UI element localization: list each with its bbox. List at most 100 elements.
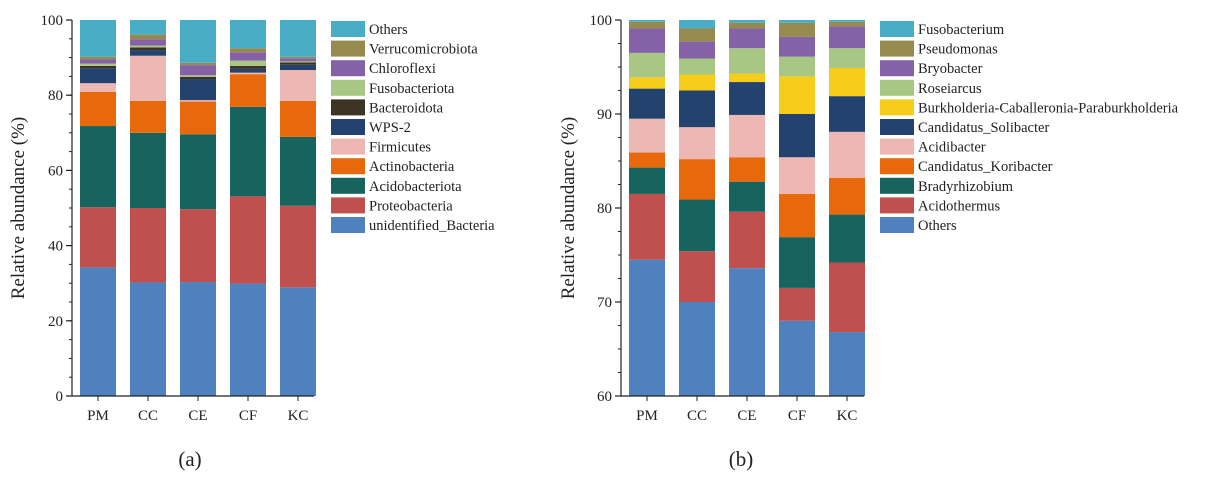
- bar-PM-Bryobacter: [629, 28, 665, 53]
- bar-CF-Candidatus_Koribacter: [779, 193, 815, 238]
- bar-CE-Acidobacteriota: [180, 134, 216, 210]
- panel-label: (a): [178, 447, 201, 471]
- legend-swatch-Fusobacteriota: [331, 79, 365, 96]
- bar-CE-Bryobacter: [729, 28, 765, 49]
- y-tick-label-100: 100: [590, 13, 613, 29]
- bar-PM-Chloroflexi: [80, 59, 116, 64]
- legend-swatch-Burkholderia-Caballeronia-Paraburkholderia: [880, 99, 914, 116]
- bar-CC-Fusobacterium: [679, 20, 715, 29]
- y-axis-title: Relative abundance (%): [558, 117, 579, 300]
- bar-CF-Pseudomonas: [779, 22, 815, 37]
- bar-CE-Actinobacteria: [180, 101, 216, 135]
- bar-CF-Fusobacterium: [779, 20, 815, 23]
- bar-CE-Bacteroidota: [180, 76, 216, 80]
- bar-CC-Roseiarcus: [679, 58, 715, 75]
- bar-CC-WPS-2: [130, 50, 166, 56]
- legend-label-unidentified_Bacteria: unidentified_Bacteria: [369, 218, 495, 234]
- bar-CF-Roseiarcus: [779, 56, 815, 77]
- bar-CF-Bryobacter: [779, 36, 815, 57]
- bar-CE-unidentified_Bacteria: [180, 282, 216, 396]
- legend-swatch-Bradyrhizobium: [880, 177, 914, 194]
- x-tick-label-CE: CE: [188, 408, 207, 424]
- bar-CC-Verrucomicrobiota: [130, 34, 166, 40]
- bar-CC-Bryobacter: [679, 41, 715, 59]
- bar-CE-Roseiarcus: [729, 48, 765, 74]
- bar-KC-Pseudomonas: [829, 21, 865, 27]
- bar-PM-Actinobacteria: [80, 91, 116, 127]
- bar-CF-Actinobacteria: [230, 74, 266, 107]
- bar-CE-Verrucomicrobiota: [180, 62, 216, 66]
- legend-swatch-Acidothermus: [880, 197, 914, 214]
- legend-swatch-Chloroflexi: [331, 60, 365, 77]
- x-tick-label-PM: PM: [87, 408, 109, 424]
- bar-PM-Pseudomonas: [629, 21, 665, 29]
- y-tick-label-40: 40: [48, 239, 63, 255]
- bar-CC-Actinobacteria: [130, 100, 166, 133]
- bar-KC-unidentified_Bacteria: [280, 287, 316, 396]
- bar-KC-Firmicutes: [280, 70, 316, 101]
- bar-PM-Fusobacteriota: [80, 63, 116, 66]
- legend-swatch-unidentified_Bacteria: [331, 217, 365, 233]
- legend-swatch-Pseudomonas: [880, 40, 914, 57]
- legend-label-Roseiarcus: Roseiarcus: [918, 81, 982, 97]
- y-axis-title: Relative abundance (%): [8, 117, 29, 300]
- bar-PM-Candidatus_Koribacter: [629, 152, 665, 168]
- bar-KC-Bryobacter: [829, 26, 865, 49]
- bar-PM-Proteobacteria: [80, 207, 116, 268]
- bar-CF-Acidobacteriota: [230, 106, 266, 197]
- bar-CE-Proteobacteria: [180, 209, 216, 283]
- bar-KC-Chloroflexi: [280, 58, 316, 62]
- legend-swatch-Roseiarcus: [880, 79, 914, 96]
- bar-PM-Burkholderia-Caballeronia-Paraburkholderia: [629, 77, 665, 89]
- panel-label: (b): [729, 447, 754, 471]
- legend-label-Actinobacteria: Actinobacteria: [369, 159, 455, 175]
- bar-CC-Pseudomonas: [679, 28, 715, 42]
- bar-CE-Candidatus_Solibacter: [729, 82, 765, 115]
- x-tick-label-KC: KC: [837, 408, 858, 424]
- legend-label-Proteobacteria: Proteobacteria: [369, 198, 453, 214]
- bar-CF-Fusobacteriota: [230, 60, 266, 66]
- legend-label-Acidothermus: Acidothermus: [918, 198, 1001, 214]
- bar-CF-Bacteroidota: [230, 65, 266, 69]
- y-tick-label-0: 0: [56, 389, 64, 405]
- bar-CF-Others: [779, 320, 815, 396]
- legend-swatch-Actinobacteria: [331, 158, 365, 175]
- bar-CE-Others: [180, 20, 216, 63]
- legend-label-Fusobacteriota: Fusobacteriota: [369, 81, 455, 97]
- legend: Fusobacterium Pseudomonas Bryobacter Roseia…: [880, 21, 1179, 234]
- bar-KC-Others: [280, 20, 316, 57]
- bar-CE-Burkholderia-Caballeronia-Paraburkholderia: [729, 73, 765, 83]
- bar-PM-Candidatus_Solibacter: [629, 88, 665, 119]
- bar-CF-Acidibacter: [779, 157, 815, 194]
- bar-KC-Acidibacter: [829, 131, 865, 178]
- legend-swatch-Fusobacterium: [880, 21, 914, 37]
- bar-CF-WPS-2: [230, 68, 266, 73]
- legend-label-Acidobacteriota: Acidobacteriota: [369, 179, 462, 195]
- bar-KC-Acidothermus: [829, 262, 865, 333]
- bar-CE-Bradyrhizobium: [729, 181, 765, 212]
- bar-CE-WPS-2: [180, 79, 216, 101]
- bar-KC-Acidobacteriota: [280, 136, 316, 206]
- bar-CC-Others: [130, 20, 166, 35]
- legend-swatch-Candidatus_Koribacter: [880, 158, 914, 175]
- bar-KC-Verrucomicrobiota: [280, 56, 316, 59]
- bar-PM-Acidothermus: [629, 193, 665, 260]
- legend-swatch-Candidatus_Solibacter: [880, 119, 914, 135]
- bar-KC-Candidatus_Solibacter: [829, 96, 865, 132]
- bar-KC-Fusobacteriota: [280, 61, 316, 63]
- legend-label-Bradyrhizobium: Bradyrhizobium: [918, 179, 1014, 195]
- legend-label-Firmicutes: Firmicutes: [369, 140, 431, 156]
- bar-CC-Chloroflexi: [130, 39, 166, 46]
- bar-PM-Acidobacteriota: [80, 126, 116, 208]
- bar-PM-Verrucomicrobiota: [80, 56, 116, 60]
- bar-KC-Burkholderia-Caballeronia-Paraburkholderia: [829, 67, 865, 97]
- bar-CF-Firmicutes: [230, 72, 266, 75]
- x-tick-label-CF: CF: [788, 408, 806, 424]
- legend-label-Fusobacterium: Fusobacterium: [918, 22, 1005, 38]
- x-tick-label-CF: CF: [239, 408, 257, 424]
- bar-KC-Roseiarcus: [829, 48, 865, 68]
- legend-label-WPS-2: WPS-2: [369, 120, 411, 136]
- bar-CC-Acidothermus: [679, 251, 715, 302]
- chart-panel-b: PM CC CE CF KC 60 70 80 90 100 Relative abundance …: [558, 13, 1179, 471]
- bar-CE-Pseudomonas: [729, 22, 765, 29]
